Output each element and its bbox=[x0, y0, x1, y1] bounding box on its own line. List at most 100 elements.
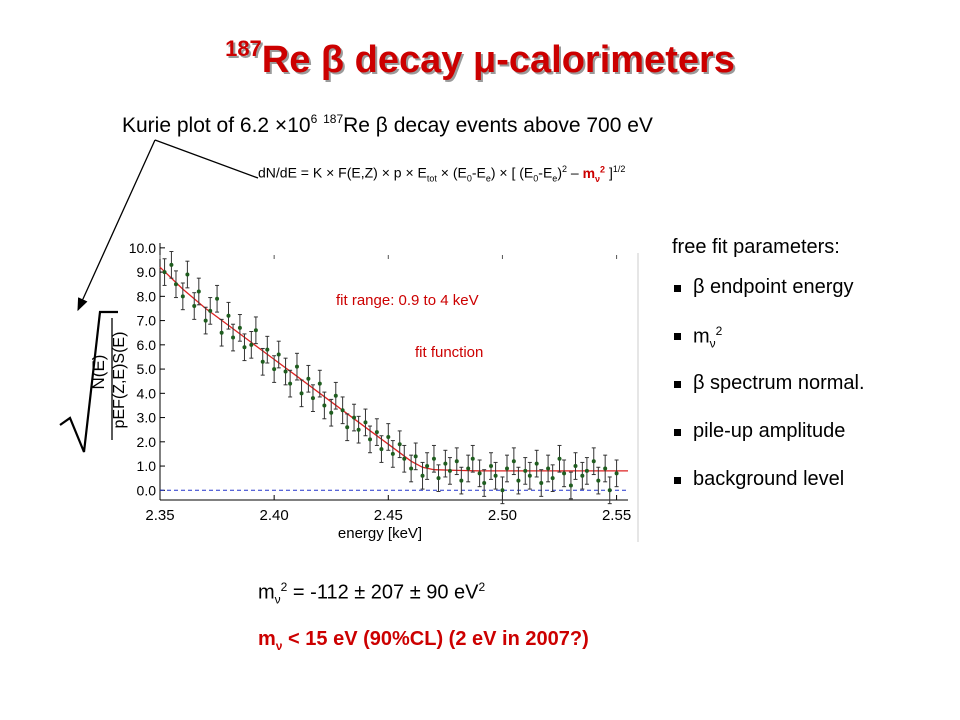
data-point bbox=[196, 289, 201, 294]
data-point bbox=[534, 461, 539, 466]
data-point bbox=[329, 410, 334, 415]
data-point bbox=[607, 488, 612, 493]
x-tick-label: 2.50 bbox=[488, 507, 517, 524]
bullet-icon bbox=[674, 285, 681, 292]
data-point bbox=[500, 488, 505, 493]
formula-part: dN/dE = K × F(E,Z) × p × E bbox=[258, 164, 427, 181]
formula-sub: e bbox=[552, 173, 558, 184]
param-text: m bbox=[693, 325, 710, 348]
caption-suffix: Re β decay events above 700 eV bbox=[343, 114, 653, 137]
y-tick-label: 9.0 bbox=[137, 264, 157, 280]
x-tick-label: 2.40 bbox=[260, 507, 289, 524]
param-sup: 2 bbox=[715, 324, 723, 338]
data-point bbox=[219, 330, 224, 335]
data-point bbox=[413, 454, 418, 459]
data-point bbox=[489, 464, 494, 469]
ylabel-numerator: N(E) bbox=[89, 355, 108, 390]
bullet-icon bbox=[674, 333, 681, 340]
kurie-formula: dN/dE = K × F(E,Z) × p × Etot × (E0-Ee) … bbox=[258, 164, 625, 183]
data-point bbox=[368, 437, 373, 442]
data-point bbox=[272, 367, 277, 372]
param-label: mν2 bbox=[693, 324, 722, 351]
param-label: β endpoint energy bbox=[693, 276, 854, 298]
y-axis-label: N(E) pEF(Z,E)S(E) bbox=[59, 310, 128, 453]
data-point bbox=[557, 456, 562, 461]
data-point bbox=[276, 352, 281, 357]
y-tick-label: 6.0 bbox=[137, 337, 157, 353]
data-point bbox=[340, 408, 345, 413]
plot-area: 0.0 1.0 2.0 3.0 4.0 5.0 6.0 7.0 8.0 9.0 10.0 2.35 2.… bbox=[129, 240, 639, 542]
list-item: background level bbox=[672, 468, 865, 516]
data-point bbox=[265, 347, 270, 352]
param-label: background level bbox=[693, 468, 845, 490]
bullet-icon bbox=[674, 381, 681, 388]
formula-part: -E bbox=[471, 164, 486, 181]
data-point bbox=[454, 459, 459, 464]
data-point bbox=[409, 466, 414, 471]
data-point bbox=[169, 262, 174, 267]
data-point bbox=[356, 427, 361, 432]
result-sub: ν bbox=[275, 639, 283, 653]
formula-sup: 2 bbox=[600, 164, 606, 174]
param-sub: ν bbox=[709, 336, 716, 351]
slide-title: 187Re β decay μ-calorimeters bbox=[0, 36, 960, 82]
formula-sub: ν bbox=[595, 173, 601, 184]
y-tick-label: 7.0 bbox=[137, 313, 157, 329]
data-point bbox=[591, 459, 596, 464]
y-tick-label: 0.0 bbox=[137, 482, 157, 498]
data-point bbox=[516, 478, 521, 483]
data-point bbox=[562, 471, 567, 476]
data-point bbox=[539, 481, 544, 486]
result-sup: 2 bbox=[280, 580, 288, 594]
caption-exponent: 6 bbox=[310, 112, 318, 126]
data-point bbox=[443, 461, 448, 466]
data-point bbox=[208, 308, 213, 313]
bullet-icon bbox=[674, 477, 681, 484]
data-point bbox=[215, 296, 220, 301]
formula-part: m bbox=[582, 164, 596, 181]
title-text: Re β decay μ-calorimeters bbox=[261, 39, 735, 81]
data-point bbox=[614, 471, 619, 476]
data-point bbox=[203, 318, 208, 323]
x-tick-label: 2.45 bbox=[374, 507, 403, 524]
y-tick-label: 10.0 bbox=[129, 240, 156, 256]
x-tick-label: 2.35 bbox=[145, 507, 174, 524]
data-point bbox=[493, 473, 498, 478]
y-tick-label: 5.0 bbox=[137, 361, 157, 377]
fit-function-annotation: fit function bbox=[415, 344, 483, 361]
data-point bbox=[185, 272, 190, 277]
arrow-to-ylabel bbox=[77, 139, 156, 312]
data-point bbox=[511, 459, 516, 464]
data-point bbox=[527, 473, 532, 478]
fit-params-title: free fit parameters: bbox=[672, 236, 840, 258]
x-tick-label: 2.55 bbox=[602, 507, 631, 524]
data-point bbox=[231, 335, 236, 340]
arrow-to-formula bbox=[154, 139, 259, 179]
data-point bbox=[482, 481, 487, 486]
data-point bbox=[306, 376, 311, 381]
data-point bbox=[173, 282, 178, 287]
param-label: pile-up amplitude bbox=[693, 420, 846, 442]
data-point bbox=[390, 451, 395, 456]
sqrt-sign bbox=[59, 310, 118, 453]
bullet-icon bbox=[674, 429, 681, 436]
formula-sub: tot bbox=[426, 173, 437, 184]
data-point bbox=[345, 425, 350, 430]
data-point bbox=[180, 294, 185, 299]
data-point bbox=[260, 359, 265, 364]
param-label: β spectrum normal. bbox=[693, 372, 865, 394]
data-point bbox=[310, 396, 315, 401]
data-point bbox=[162, 270, 167, 275]
formula-part: – bbox=[567, 164, 583, 181]
list-item: mν2 bbox=[672, 324, 865, 372]
data-point bbox=[568, 483, 573, 488]
data-point bbox=[425, 464, 430, 469]
data-point bbox=[379, 447, 384, 452]
formula-part: × (E bbox=[436, 164, 467, 181]
data-point bbox=[192, 304, 197, 309]
ylabel-denominator: pEF(Z,E)S(E) bbox=[111, 332, 128, 429]
formula-sup: 2 bbox=[561, 164, 567, 174]
result-text: < 15 eV (90%CL) (2 eV in 2007?) bbox=[282, 628, 589, 650]
list-item: β spectrum normal. bbox=[672, 372, 865, 420]
